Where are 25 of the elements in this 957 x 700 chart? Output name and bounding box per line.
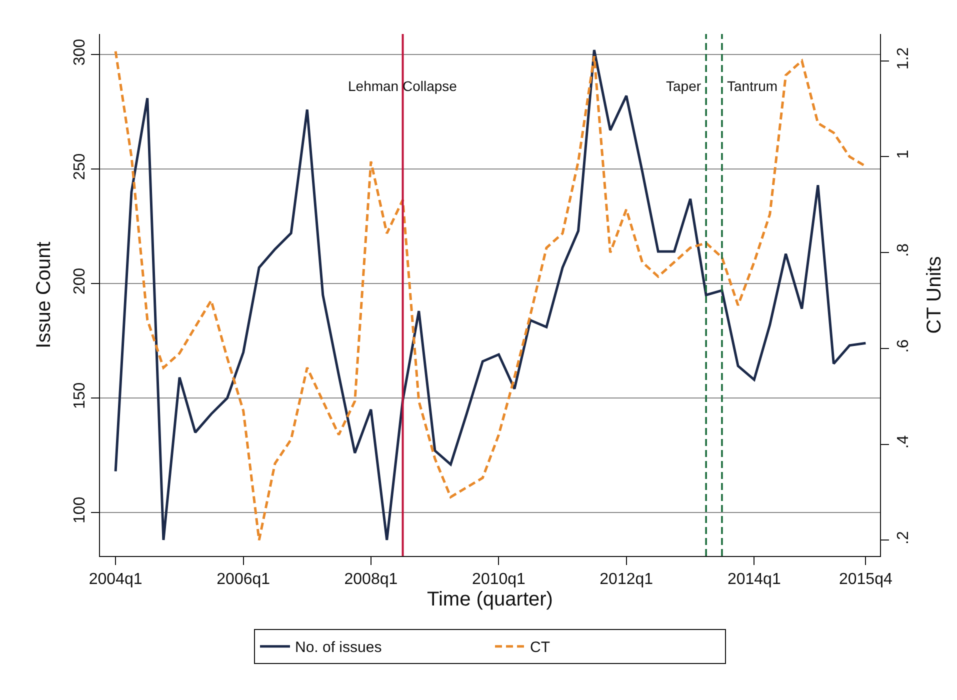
x-tick-label: 2015q4 bbox=[838, 571, 892, 588]
x-tick-label: 2006q1 bbox=[216, 571, 270, 588]
y-tick-label: 150 bbox=[72, 382, 89, 409]
y2-tick-label: .6 bbox=[895, 339, 912, 353]
y-axis-title: Issue Count bbox=[33, 241, 56, 348]
y-tick-label: 200 bbox=[72, 268, 89, 294]
y2-tick-label: 1.2 bbox=[895, 47, 912, 70]
y-tick-label: 300 bbox=[72, 38, 89, 66]
x-tick-label: 2008q1 bbox=[344, 571, 398, 588]
y2-tick-label: 1 bbox=[895, 150, 912, 159]
x-tick-label: 2012q1 bbox=[600, 571, 654, 588]
y2-tick-label: .8 bbox=[895, 243, 912, 257]
y2-tick-label: .4 bbox=[895, 435, 912, 449]
x-axis-title: Time (quarter) bbox=[427, 588, 553, 611]
legend-label: No. of issues bbox=[295, 639, 382, 656]
x-tick-label: 2004q1 bbox=[88, 571, 142, 588]
x-tick-label: 2010q1 bbox=[472, 571, 526, 588]
ref-line-label: Tantrum bbox=[727, 78, 778, 94]
y-tick-label: 250 bbox=[72, 153, 89, 180]
y2-tick-label: .2 bbox=[895, 531, 912, 544]
x-tick-label: 2014q1 bbox=[727, 571, 781, 588]
y-tick-label: 100 bbox=[72, 496, 89, 524]
y2-axis-title: CT Units bbox=[924, 256, 946, 334]
legend-label: CT bbox=[530, 639, 550, 656]
ref-line-label: Taper bbox=[666, 78, 702, 94]
